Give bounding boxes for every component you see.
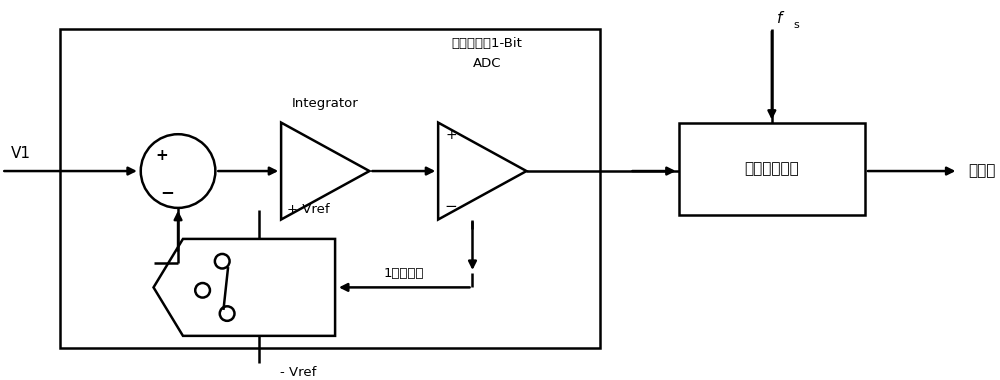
Text: +: + [445, 128, 457, 142]
Bar [60, 28, 600, 348]
Text: 数字滤波提取: 数字滤波提取 [744, 161, 799, 176]
Text: f: f [777, 11, 782, 25]
Text: V1: V1 [11, 146, 31, 161]
Text: −: − [445, 200, 457, 214]
Text: 锁存比较器1-Bit: 锁存比较器1-Bit [452, 36, 523, 49]
Text: Integrator: Integrator [292, 97, 359, 110]
Text: 数字量: 数字量 [968, 163, 996, 179]
Bar [679, 123, 865, 215]
Text: ADC: ADC [473, 57, 501, 70]
Text: 1位数据流: 1位数据流 [384, 267, 424, 280]
Text: +: + [155, 148, 168, 163]
Text: s: s [793, 21, 799, 30]
Text: + Vref: + Vref [287, 203, 329, 216]
Text: - Vref: - Vref [280, 366, 316, 379]
Text: −: − [160, 184, 174, 201]
